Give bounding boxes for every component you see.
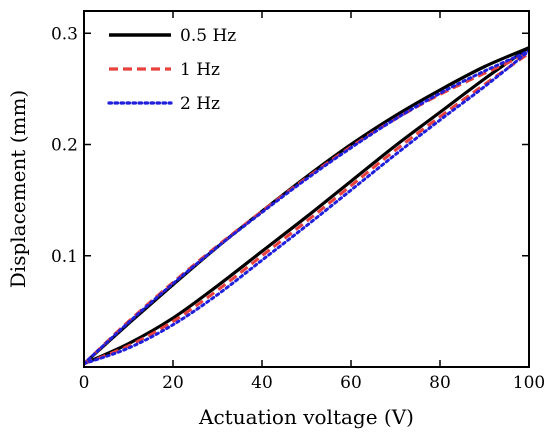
legend-label: 0.5 Hz xyxy=(180,26,236,46)
x-axis-ticks: 0 20 40 60 80 100 xyxy=(79,11,545,393)
legend-label: 2 Hz xyxy=(180,94,220,114)
series-2-lower-branch xyxy=(84,52,529,366)
x-tick-label: 80 xyxy=(429,373,451,393)
x-tick-label: 40 xyxy=(251,373,273,393)
series-3-lower-branch xyxy=(84,49,529,366)
x-axis-title: Actuation voltage (V) xyxy=(198,405,414,429)
x-tick-label: 0 xyxy=(79,373,90,393)
plot-frame xyxy=(83,10,530,368)
series-3-upper-branch xyxy=(84,49,529,366)
legend: 0.5 Hz 1 Hz 2 Hz xyxy=(107,26,236,114)
x-tick-label: 20 xyxy=(162,373,184,393)
y-axis-ticks: 0.1 0.2 0.3 xyxy=(51,24,529,267)
x-tick-label: 60 xyxy=(340,373,362,393)
y-axis-title: Displacement (mm) xyxy=(6,90,30,288)
series-1-lower-branch xyxy=(84,46,529,366)
series-layer xyxy=(84,46,529,366)
x-tick-label: 100 xyxy=(513,373,545,393)
legend-label: 1 Hz xyxy=(180,60,220,80)
y-tick-label: 0.3 xyxy=(51,24,78,44)
y-tick-label: 0.1 xyxy=(51,247,78,267)
y-tick-label: 0.2 xyxy=(51,136,78,156)
